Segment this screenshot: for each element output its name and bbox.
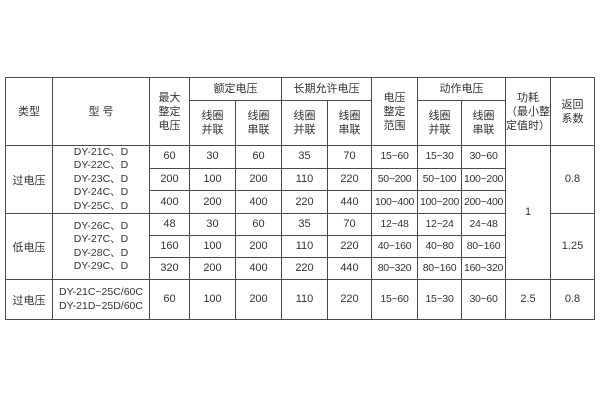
cell-max: 60 [149,145,190,169]
table-row: 过电压 DY-21C~25C/60C DY-21D~25D/60C 60 100… [5,279,595,321]
cell-return-group2: 1.25 [550,213,595,281]
cell-max: 48 [149,213,190,237]
cell-range: 15~60 [371,279,418,321]
header-return-coefficient: 返回 系数 [550,77,595,146]
cell-range: 40~160 [371,235,418,259]
cell-long-parallel: 220 [281,257,328,281]
cell-models-group2: DY-26C、D DY-27C、D DY-28C、D DY-29C、D [52,213,150,281]
cell-rated-parallel: 200 [189,190,236,215]
header-long-coil-parallel: 线圈 并联 [281,100,328,146]
cell-rated-series: 200 [235,235,282,259]
header-power-consumption: 功耗 （最小整 定值时） [505,77,551,146]
cell-return-group1: 0.8 [550,144,595,215]
cell-long-parallel: 35 [281,145,328,169]
table-row: 低电压 DY-26C、D DY-27C、D DY-28C、D DY-29C、D … [5,213,595,281]
header-op-coil-series: 线圈 串联 [461,100,506,146]
relay-spec-table: 类型 型 号 最大 整定 电压 额定电压 长期允许电压 电压 整定 范围 动作电… [5,77,595,321]
cell-long-series: 440 [327,190,372,215]
cell-power-group3: 2.5 [505,279,551,321]
header-rated-coil-parallel: 线圈 并联 [189,100,236,146]
cell-long-parallel: 110 [281,167,328,192]
cell-range: 100~400 [371,190,418,215]
table-row: 160 100 200 110 220 40~160 40~80 80~160 [6,235,595,259]
cell-rated-series: 60 [235,213,282,237]
cell-rated-series: 400 [235,190,282,215]
cell-max: 200 [149,167,190,192]
cell-long-series: 220 [327,167,372,192]
cell-rated-parallel: 30 [189,213,236,237]
cell-models-group3: DY-21C~25C/60C DY-21D~25D/60C [52,279,150,321]
cell-op-parallel: 12~24 [417,213,462,237]
cell-type-group2: 低电压 [5,213,53,281]
cell-rated-series: 200 [235,167,282,192]
cell-long-parallel: 220 [281,190,328,215]
cell-rated-parallel: 30 [189,145,236,169]
cell-long-parallel: 110 [281,235,328,259]
header-operating-voltage: 动作电压 [417,77,506,101]
cell-op-series: 30~60 [461,279,506,321]
cell-long-series: 220 [327,235,372,259]
cell-max: 320 [149,257,190,281]
cell-rated-series: 200 [235,279,282,321]
cell-op-parallel: 40~80 [417,235,462,259]
cell-long-parallel: 110 [281,279,328,321]
header-long-coil-series: 线圈 串联 [327,100,372,146]
header-row-1: 类型 型 号 最大 整定 电压 额定电压 长期允许电压 电压 整定 范围 动作电… [5,77,595,146]
cell-long-series: 440 [327,257,372,281]
cell-long-series: 70 [327,145,372,169]
header-voltage-setting-range: 电压 整定 范围 [371,77,418,146]
cell-long-series: 220 [327,279,372,321]
header-max-setting-voltage: 最大 整定 电压 [149,77,190,146]
cell-rated-series: 400 [235,257,282,281]
cell-range: 15~60 [371,145,418,169]
header-type: 类型 [5,77,53,146]
cell-rated-parallel: 100 [189,167,236,192]
cell-max: 60 [149,279,190,321]
header-rated-voltage: 额定电压 [189,77,282,101]
cell-range: 12~48 [371,213,418,237]
header-model: 型 号 [52,77,150,146]
cell-op-parallel: 50~100 [417,167,462,192]
cell-max: 160 [149,235,190,259]
cell-power-common: 1 [505,144,551,281]
cell-return-group3: 0.8 [550,279,595,321]
cell-rated-parallel: 100 [189,279,236,321]
cell-op-parallel: 15~30 [417,145,462,169]
cell-rated-parallel: 200 [189,257,236,281]
cell-type-group3: 过电压 [5,279,53,321]
header-long-term-voltage: 长期允许电压 [281,77,372,101]
cell-rated-parallel: 100 [189,235,236,259]
cell-range: 50~200 [371,167,418,192]
cell-op-series: 30~60 [461,145,506,169]
table-row: 过电压 DY-21C、D DY-22C、D DY-23C、D DY-24C、D … [5,144,595,281]
header-op-coil-parallel: 线圈 并联 [417,100,462,146]
cell-op-parallel: 100~200 [417,190,462,215]
cell-range: 80~320 [371,257,418,281]
cell-op-series: 80~160 [461,235,506,259]
cell-op-parallel: 80~160 [417,257,462,281]
cell-op-series: 24~48 [461,213,506,237]
cell-rated-series: 60 [235,145,282,169]
header-row-2: 线圈 并联 线圈 串联 线圈 并联 线圈 串联 线圈 并联 线圈 串联 [6,100,595,146]
header-rated-coil-series: 线圈 串联 [235,100,282,146]
cell-models-group1: DY-21C、D DY-22C、D DY-23C、D DY-24C、D DY-2… [52,144,150,215]
cell-long-parallel: 35 [281,213,328,237]
cell-long-series: 70 [327,213,372,237]
table-row: 320 200 400 220 440 80~320 80~160 160~32… [6,257,595,281]
cell-op-series: 200~400 [461,190,506,215]
cell-type-group1: 过电压 [5,144,53,215]
cell-op-series: 160~320 [461,257,506,281]
cell-max: 400 [149,190,190,215]
table-row: 400 200 400 220 440 100~400 100~200 200~… [6,190,595,215]
cell-op-parallel: 15~30 [417,279,462,321]
cell-op-series: 100~200 [461,167,506,192]
